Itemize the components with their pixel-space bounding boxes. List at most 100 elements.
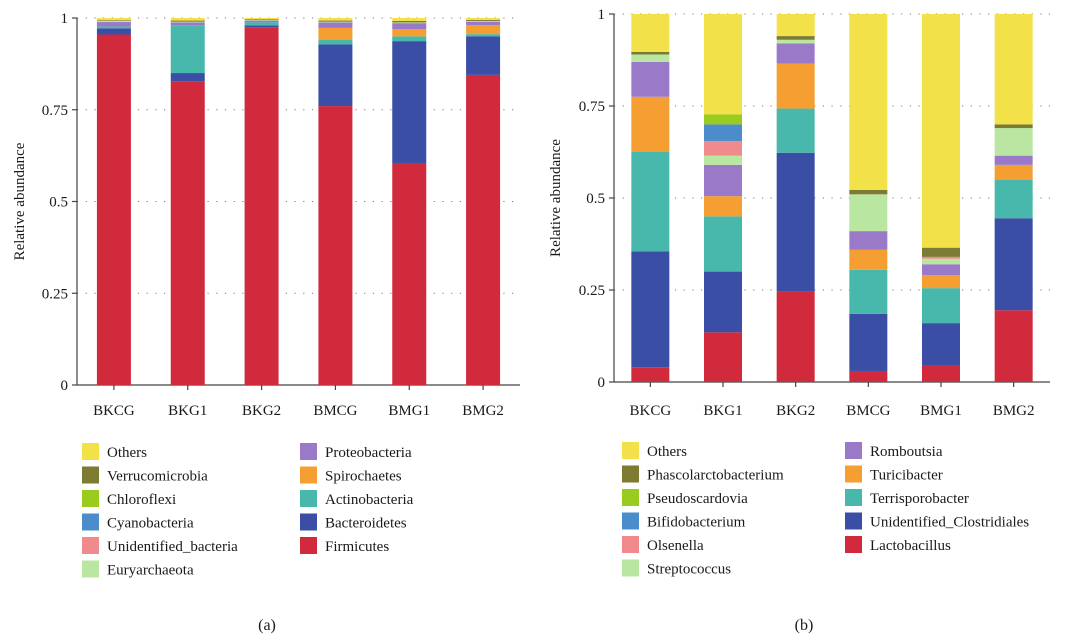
bar-segment-b-bkg2-turicibacter bbox=[776, 63, 815, 109]
legend-swatch-a bbox=[82, 466, 99, 484]
bar-segment-b-bkcg-unidentified-clostridiales bbox=[631, 251, 670, 368]
bar-segment-a-bmg1-others bbox=[392, 18, 427, 21]
bar-segment-b-bkg1-romboutsia bbox=[704, 164, 742, 197]
bar-segment-b-bkg1-lactobacillus bbox=[704, 332, 742, 382]
bar-segment-b-bmg1-lactobacillus bbox=[922, 365, 960, 382]
bar-segment-a-bmg2-spirochaetes bbox=[466, 24, 501, 35]
legend-label-a: Proteobacteria bbox=[325, 445, 412, 461]
legend-label-b: Lactobacillus bbox=[870, 538, 951, 554]
bar-segment-a-bkg2-others bbox=[244, 18, 279, 20]
bar-segment-a-bmg1-proteobacteria bbox=[392, 23, 427, 30]
bar-segment-a-bkg2-actinobacteria bbox=[244, 22, 279, 26]
bar-segment-a-bkg1-bacteroidetes bbox=[170, 73, 205, 82]
legend-swatch-a bbox=[82, 537, 99, 554]
bar-segment-a-bkg1-euryarchaeota bbox=[170, 21, 205, 23]
legend-label-b: Turicibacter bbox=[870, 468, 943, 484]
legend-swatch-b bbox=[845, 512, 862, 530]
bar-segment-b-bkg1-terrisporobacter bbox=[704, 216, 742, 272]
bar-segment-b-bmg2-terrisporobacter bbox=[994, 179, 1033, 219]
bar-segment-b-bkg2-unidentified-clostridiales bbox=[776, 152, 815, 292]
legend-label-a: Verrucomicrobia bbox=[107, 469, 208, 485]
legend-swatch-b bbox=[845, 489, 862, 506]
legend-swatch-b bbox=[622, 512, 639, 530]
x-tick-label-b: BKCG bbox=[629, 403, 671, 419]
bar-segment-a-bmg2-bacteroidetes bbox=[466, 36, 501, 75]
bar-segment-b-bmg2-phascolarctobacterium bbox=[994, 124, 1033, 129]
bar-segment-b-bmg2-turicibacter bbox=[994, 164, 1033, 180]
bar-segment-b-bmg1-unidentified-clostridiales bbox=[922, 323, 960, 366]
x-tick-label-b: BKG2 bbox=[776, 403, 815, 419]
bar-segment-a-bmg1-spirochaetes bbox=[392, 29, 427, 37]
bar-segment-a-bmcg-euryarchaeota bbox=[318, 21, 353, 23]
bar-segment-a-bmcg-spirochaetes bbox=[318, 27, 353, 41]
panel-a-label: (a) bbox=[258, 617, 276, 634]
bar-segment-b-bkcg-turicibacter bbox=[631, 96, 670, 152]
y-tick-label-b: 0.75 bbox=[579, 99, 605, 115]
bar-segment-b-bkg1-olsenella bbox=[704, 140, 742, 156]
bar-segment-a-bkg1-others bbox=[170, 18, 205, 21]
bar-segment-a-bkg1-verrucomicrobia bbox=[170, 20, 205, 22]
bar-segment-b-bkg2-others bbox=[776, 14, 815, 37]
legend-label-b: Olsenella bbox=[647, 538, 704, 554]
bar-segment-b-bmg2-others bbox=[994, 14, 1033, 125]
bar-segment-a-bmg2-euryarchaeota bbox=[466, 20, 501, 22]
bar-segment-b-bkg2-streptococcus bbox=[776, 39, 815, 44]
y-tick-label-a: 0 bbox=[61, 378, 69, 394]
bar-segment-a-bkcg-bacteroidetes bbox=[96, 28, 131, 35]
bar-segment-a-bkg1-firmicutes bbox=[170, 81, 205, 386]
legend-swatch-a bbox=[82, 560, 99, 578]
bar-segment-b-bkg1-turicibacter bbox=[704, 196, 742, 217]
legend-label-b: Streptococcus bbox=[647, 562, 731, 578]
bar-segment-b-bmcg-unidentified-clostridiales bbox=[849, 313, 888, 371]
legend-swatch-b bbox=[845, 442, 862, 459]
legend-swatch-b bbox=[622, 536, 639, 553]
legend-label-a: Chloroflexi bbox=[107, 492, 176, 508]
bar-segment-b-bmcg-streptococcus bbox=[849, 194, 888, 232]
bar-segment-b-bmg2-streptococcus bbox=[994, 128, 1033, 156]
bar-segment-b-bkcg-others bbox=[631, 14, 670, 52]
bar-segment-a-bkg1-proteobacteria bbox=[170, 22, 205, 26]
legend-label-b: Terrisporobacter bbox=[870, 491, 969, 507]
y-tick-label-a: 0.75 bbox=[42, 103, 68, 119]
bar-segment-a-bmcg-verrucomicrobia bbox=[318, 20, 353, 22]
panel-a-chart: 0 0.25 0.5 0.75 1 Relative abundance BKCG BKG1 B… bbox=[12, 11, 520, 579]
legend-swatch-b bbox=[622, 465, 639, 483]
bar-segment-a-bmg2-others bbox=[466, 18, 501, 20]
legend-label-a: Others bbox=[107, 445, 147, 461]
bar-segment-a-bkg2-proteobacteria bbox=[244, 20, 279, 23]
y-tick-label-a: 0.25 bbox=[42, 286, 68, 302]
x-tick-label-a: BKG2 bbox=[242, 403, 281, 419]
bar-segment-b-bmcg-lactobacillus bbox=[849, 370, 888, 382]
bar-segment-a-bkcg-verrucomicrobia bbox=[96, 20, 131, 21]
x-tick-label-a: BKCG bbox=[93, 403, 135, 419]
bar-segment-a-bkg2-bacteroidetes bbox=[244, 25, 279, 28]
bar-segment-b-bkg2-terrisporobacter bbox=[776, 108, 815, 153]
legend-swatch-a bbox=[300, 513, 317, 531]
legend-swatch-a bbox=[300, 537, 317, 554]
bar-segment-b-bmcg-others bbox=[849, 14, 888, 190]
x-tick-label-a: BMCG bbox=[313, 403, 357, 419]
bar-segment-b-bmg1-others bbox=[922, 14, 960, 248]
bar-segment-b-bkg2-romboutsia bbox=[776, 43, 815, 64]
legend-label-b: Phascolarctobacterium bbox=[647, 468, 784, 484]
x-tick-label-a: BMG2 bbox=[462, 403, 504, 419]
bar-segment-a-bmcg-actinobacteria bbox=[318, 40, 353, 45]
y-axis-title-b: Relative abundance bbox=[548, 139, 564, 257]
bar-segment-b-bkg1-streptococcus bbox=[704, 155, 742, 165]
bar-segment-a-bmcg-firmicutes bbox=[318, 106, 353, 385]
bar-segment-b-bkcg-romboutsia bbox=[631, 61, 670, 97]
bar-segment-b-bmg1-streptococcus bbox=[922, 258, 960, 265]
bar-segment-b-bmg2-unidentified-clostridiales bbox=[994, 218, 1033, 311]
bar-segment-b-bmcg-phascolarctobacterium bbox=[849, 189, 888, 195]
bar-segment-a-bmg1-actinobacteria bbox=[392, 36, 427, 42]
x-tick-label-a: BKG1 bbox=[168, 403, 207, 419]
legend-label-b: Romboutsia bbox=[870, 444, 943, 460]
bar-segment-a-bmg2-actinobacteria bbox=[466, 34, 501, 37]
legend-swatch-a bbox=[300, 443, 317, 460]
legend-swatch-a bbox=[82, 443, 99, 460]
bar-segment-b-bkg2-phascolarctobacterium bbox=[776, 36, 815, 40]
bar-segment-b-bkcg-lactobacillus bbox=[631, 367, 670, 382]
x-tick-label-b: BKG1 bbox=[703, 403, 742, 419]
legend-label-b: Bifidobacterium bbox=[647, 515, 746, 531]
